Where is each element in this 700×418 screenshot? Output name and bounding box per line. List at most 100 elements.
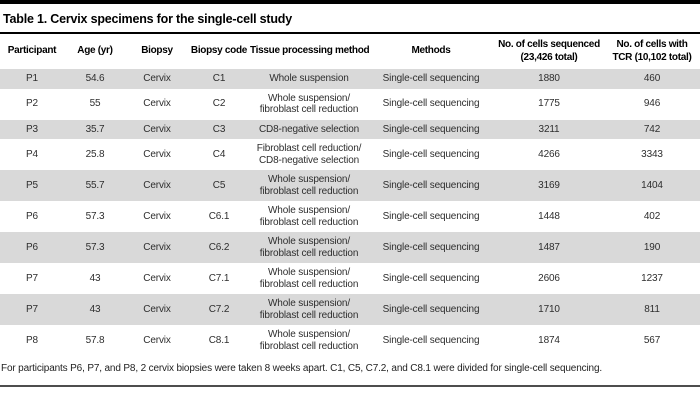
- table-cell: Single-cell sequencing: [382, 73, 480, 84]
- table-cell: C3: [212, 123, 226, 135]
- table-cell: Whole suspension/ fibroblast cell reduct…: [259, 92, 359, 116]
- table-cell: 3343: [641, 148, 663, 160]
- table-cell: 1874: [538, 334, 560, 346]
- column-header: Participant: [7, 45, 57, 57]
- column-header: Biopsy: [141, 45, 173, 57]
- table-cell: 57.3: [85, 210, 105, 222]
- table-cell: Cervix: [143, 148, 171, 160]
- table-cell: Single-cell sequencing: [382, 272, 480, 284]
- table-cell: Single-cell sequencing: [382, 98, 480, 110]
- table-cell: Single-cell sequencing: [382, 148, 480, 160]
- table-cell: CD8-negative selection: [258, 123, 360, 135]
- table-cell: 55: [89, 98, 101, 110]
- table-cell: Cervix: [143, 303, 171, 315]
- table-cell: 2606: [538, 272, 560, 284]
- table-cell: Single-cell sequencing: [382, 123, 480, 135]
- table-cell: P4: [26, 148, 38, 160]
- table-cell: 190: [643, 241, 661, 253]
- table-row: P1 54.6 Cervix C1 Whole suspension Single-cel…: [0, 69, 700, 89]
- table-cell: C5: [212, 179, 226, 191]
- table-title: Table 1. Cervix specimens for the single…: [0, 4, 700, 34]
- table-cell: 3211: [538, 123, 560, 135]
- table-cell: P7: [26, 272, 38, 284]
- table-cell: C7.1: [208, 272, 230, 284]
- table-cell: 460: [643, 73, 661, 84]
- table-cell: 1775: [538, 98, 560, 110]
- table-cell: 25.8: [85, 148, 105, 160]
- table-cell: 43: [89, 303, 101, 315]
- table-cell: Cervix: [143, 241, 171, 253]
- table-cell: 43: [89, 272, 101, 284]
- table-cell: Fibroblast cell reduction/ CD8-negative …: [256, 143, 362, 166]
- bottom-rule: [0, 385, 700, 387]
- table-cell: 946: [643, 98, 661, 110]
- table-row: P6 57.3 Cervix C6.2 Whole suspension/ fibrob…: [0, 232, 700, 263]
- column-header: Age (yr): [77, 45, 113, 57]
- table-cell: C8.1: [208, 334, 230, 346]
- table-cell: Cervix: [143, 73, 171, 84]
- table-cell: 57.8: [85, 334, 105, 346]
- table-cell: Single-cell sequencing: [382, 241, 480, 253]
- table-footnote: For participants P6, P7, and P8, 2 cervi…: [1, 363, 602, 374]
- table-cell: P3: [26, 123, 38, 135]
- table-cell: P5: [26, 179, 38, 191]
- table-row: P7 43 Cervix C7.2 Whole suspension/ fibrobla…: [0, 294, 700, 325]
- table-cell: 1237: [641, 272, 663, 284]
- table-row: P8 57.8 Cervix C8.1 Whole suspension/ fibrob…: [0, 325, 700, 356]
- table-cell: Cervix: [143, 334, 171, 346]
- table-cell: C2: [212, 98, 226, 110]
- table-row: P7 43 Cervix C7.1 Whole suspension/ fibrobla…: [0, 263, 700, 294]
- table-cell: 567: [643, 334, 661, 346]
- table-cell: 811: [644, 303, 660, 315]
- table-cell: 402: [643, 210, 661, 222]
- table-cell: Single-cell sequencing: [382, 210, 480, 222]
- table-cell: 57.3: [85, 241, 105, 253]
- table-cell: Single-cell sequencing: [382, 303, 480, 315]
- table-cell: Whole suspension: [269, 73, 349, 84]
- table-row: P5 55.7 Cervix C5 Whole suspension/ fibrobla…: [0, 170, 700, 201]
- column-header: No. of cells sequenced (23,426 total): [498, 39, 600, 63]
- table-row: P6 57.3 Cervix C6.1 Whole suspension/ fibrob…: [0, 201, 700, 232]
- table-cell: 1487: [538, 241, 560, 253]
- table-cell: 1710: [538, 303, 560, 315]
- column-header: No. of cells with TCR (10,102 total): [612, 39, 692, 63]
- specimens-table: Participant Age (yr) Biopsy Biopsy code Tiss…: [0, 34, 700, 356]
- table-cell: 54.6: [85, 73, 105, 84]
- table-cell: P6: [26, 210, 38, 222]
- top-rule: [0, 0, 700, 4]
- table-cell: Cervix: [143, 179, 171, 191]
- table-row: P2 55 Cervix C2 Whole suspension/ fibroblast…: [0, 89, 700, 120]
- table-cell: Cervix: [143, 210, 171, 222]
- column-header: Tissue processing method: [250, 45, 370, 57]
- table-cell: Cervix: [143, 123, 171, 135]
- table-cell: Whole suspension/ fibroblast cell reduct…: [259, 298, 359, 321]
- table-cell: Whole suspension/ fibroblast cell reduct…: [259, 236, 359, 259]
- table-cell: Whole suspension/ fibroblast cell reduct…: [259, 267, 359, 290]
- table-cell: Cervix: [143, 98, 171, 110]
- table-cell: Whole suspension/ fibroblast cell reduct…: [259, 205, 359, 228]
- table-cell: Single-cell sequencing: [382, 179, 480, 191]
- table-cell: Whole suspension/ fibroblast cell reduct…: [259, 174, 359, 197]
- table-cell: 3169: [538, 179, 560, 191]
- table-cell: C6.2: [208, 241, 230, 253]
- table-cell: Single-cell sequencing: [382, 334, 480, 346]
- header-row: Participant Age (yr) Biopsy Biopsy code Tiss…: [0, 34, 700, 69]
- table-cell: 1404: [641, 179, 663, 191]
- table-body: P1 54.6 Cervix C1 Whole suspension Single-cel…: [0, 69, 700, 356]
- column-header: Methods: [411, 45, 451, 57]
- table-row: P4 25.8 Cervix C4 Fibroblast cell reduction/…: [0, 139, 700, 170]
- table-cell: C4: [212, 148, 226, 160]
- table-cell: P8: [26, 334, 38, 346]
- table-cell: Cervix: [143, 272, 171, 284]
- table-cell: 4266: [538, 148, 560, 160]
- table-cell: 1880: [538, 73, 560, 84]
- table-cell: 1448: [538, 210, 560, 222]
- table-cell: P7: [26, 303, 38, 315]
- table-cell: C6.1: [208, 210, 230, 222]
- table-cell: P1: [26, 73, 38, 84]
- table-cell: P2: [26, 98, 38, 110]
- table-cell: C1: [212, 73, 226, 84]
- column-header: Biopsy code: [190, 45, 248, 57]
- table-cell: 55.7: [85, 179, 105, 191]
